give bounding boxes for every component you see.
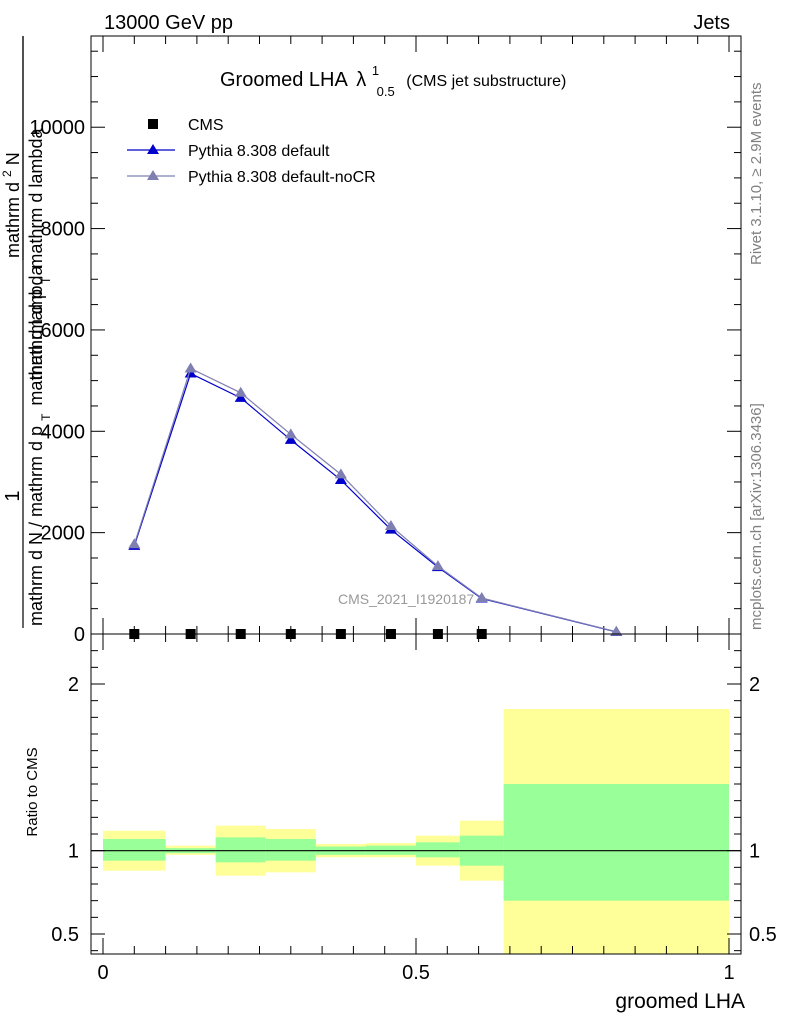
y-label-fraction-den: mathrm d N / mathrm d p T mathrm d lambd… — [26, 265, 54, 626]
ratio-ytick-label-left: 2 — [68, 674, 79, 696]
point-pythia-8-308-default-nocr — [610, 625, 623, 636]
ratio-band-stat — [215, 837, 266, 863]
plot-title-suffix: (CMS jet substructure) — [406, 73, 566, 90]
point-pythia-8-308-default — [184, 367, 197, 378]
legend-marker-nocr — [147, 170, 159, 180]
ratio-band-stat — [416, 842, 460, 858]
point-pythia-8-308-default-nocr — [128, 538, 141, 549]
rivet-label: Rivet 3.1.10, ≥ 2.9M events — [748, 83, 765, 266]
point-pythia-8-308-default-nocr — [384, 520, 397, 531]
ratio-band-stat — [265, 839, 316, 861]
y-label-den-sub: T — [39, 413, 53, 421]
main-ytick-label: 4000 — [41, 421, 86, 443]
plot-title-symbol: λ — [356, 69, 366, 91]
ratio-x-ticks: 0 0.5 1 — [97, 634, 735, 984]
y-label-top-num: mathrm d 2 N — [0, 152, 23, 258]
main-ytick-label: 6000 — [41, 320, 86, 342]
y-label-top-den-sub: T — [39, 276, 53, 284]
main-y-ticks: 0 2000 4000 6000 8000 10000 — [29, 50, 741, 646]
y-label-fraction-num: 1 — [2, 490, 24, 501]
y-label-den-main: mathrm d N / mathrm d p — [26, 426, 46, 626]
y-label-top-den: mathrm d p T mathrm d lambda — [26, 128, 54, 380]
legend-marker-default — [147, 144, 159, 154]
ratio-band-stat — [503, 784, 729, 901]
plot-title-sup: 1 — [372, 63, 379, 78]
plot-title: Groomed LHA λ 1 0.5 (CMS jet substructur… — [220, 58, 566, 101]
main-panel: 0 2000 4000 6000 8000 10000 Groomed LHA λ 1 0… — [29, 35, 742, 646]
point-pythia-8-308-default-nocr — [431, 560, 444, 571]
point-pythia-8-308-default — [284, 433, 297, 444]
x-axis-label: groomed LHA — [615, 990, 745, 1013]
point-pythia-8-308-default — [234, 391, 247, 402]
ratio-bands — [103, 709, 729, 954]
point-pythia-8-308-default-nocr — [334, 468, 347, 479]
y-label-den-tail: mathrm d lambda — [26, 265, 46, 406]
ratio-y-axis-label: Ratio to CMS — [24, 747, 41, 836]
point-pythia-8-308-default-nocr — [234, 386, 247, 397]
ratio-xtick-label: 0 — [97, 962, 108, 984]
point-pythia-8-308-default-nocr — [284, 428, 297, 439]
point-pythia-8-308-default — [334, 473, 347, 484]
y-label-top-den-tail: mathrm d lambda — [26, 128, 46, 269]
ratio-ytick-label-right: 1 — [749, 841, 760, 863]
y-label-top-d: mathrm d — [3, 182, 23, 258]
ratio-y-ticks: 0.5 0.5 1 1 2 2 — [51, 650, 777, 952]
main-ytick-label: 2000 — [41, 523, 86, 545]
legend-label-cms: CMS — [188, 117, 224, 134]
legend-label-default: Pythia 8.308 default — [188, 143, 330, 160]
main-x-ticks — [102, 36, 730, 634]
ratio-band-stat — [103, 839, 166, 861]
legend-label-nocr: Pythia 8.308 default-noCR — [188, 169, 376, 186]
analysis-watermark: CMS_2021_I1920187 — [338, 591, 474, 607]
ratio-xtick-label: 0.5 — [402, 962, 430, 984]
y-label-top-N: N — [3, 152, 23, 165]
plot-title-sub: 0.5 — [377, 84, 395, 99]
ratio-ytick-label-right: 0.5 — [749, 924, 777, 946]
ratio-xtick-label: 1 — [723, 962, 734, 984]
main-ytick-label: 8000 — [41, 219, 86, 241]
ratio-ytick-label-left: 1 — [68, 841, 79, 863]
ratio-panel: 0.5 0.51 12 2 0 0.5 1 — [51, 633, 777, 984]
ratio-ytick-label-right: 2 — [749, 674, 760, 696]
ratio-ytick-label-left: 0.5 — [51, 924, 79, 946]
main-y-axis-label: 1 mathrm d N / mathrm d p T mathrm d lam… — [0, 36, 54, 628]
plot-title-main: Groomed LHA — [220, 69, 348, 91]
y-label-top-sup: 2 — [0, 170, 14, 177]
header-right: Jets — [693, 12, 730, 34]
legend: CMS Pythia 8.308 default Pythia 8.308 de… — [127, 117, 376, 186]
point-pythia-8-308-default-nocr — [184, 362, 197, 373]
main-ytick-label: 10000 — [29, 117, 85, 139]
header-left: 13000 GeV pp — [104, 12, 233, 34]
mcplots-label: mcplots.cern.ch [arXiv:1306.3436] — [748, 403, 765, 630]
legend-marker-cms — [148, 119, 158, 129]
main-ytick-label: 0 — [74, 624, 85, 646]
point-pythia-8-308-default-nocr — [475, 592, 488, 603]
y-label-top-den-main: mathrm d p — [26, 289, 46, 380]
